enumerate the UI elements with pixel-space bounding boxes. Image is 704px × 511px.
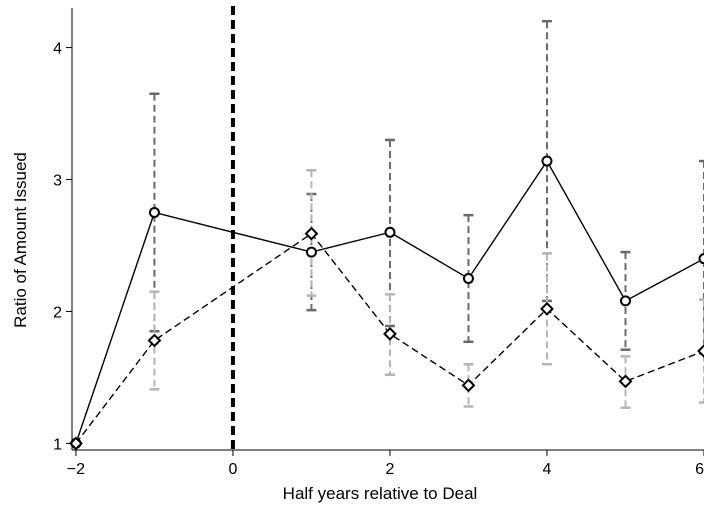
x-axis-label: Half years relative to Deal	[283, 484, 478, 503]
x-tick-label: 2	[386, 461, 395, 478]
data-point-circle	[307, 248, 316, 257]
y-axis-label: Ratio of Amount Issued	[11, 152, 30, 328]
x-tick-label: 0	[228, 461, 237, 478]
y-tick-label: 4	[53, 41, 62, 58]
data-point-circle	[385, 228, 394, 237]
data-point-circle	[700, 254, 704, 263]
x-tick-label: 4	[543, 461, 552, 478]
data-point-diamond	[463, 380, 474, 391]
x-tick-label: 6	[695, 461, 704, 478]
data-point-circle	[150, 208, 159, 217]
x-tick-label: −2	[67, 461, 85, 478]
y-tick-label: 3	[53, 173, 62, 190]
series-line	[76, 161, 704, 443]
y-tick-label: 2	[53, 304, 62, 321]
data-point-circle	[542, 157, 551, 166]
y-tick-label: 1	[53, 436, 62, 453]
data-point-diamond	[149, 335, 160, 346]
data-point-circle	[621, 296, 630, 305]
data-point-circle	[464, 274, 473, 283]
